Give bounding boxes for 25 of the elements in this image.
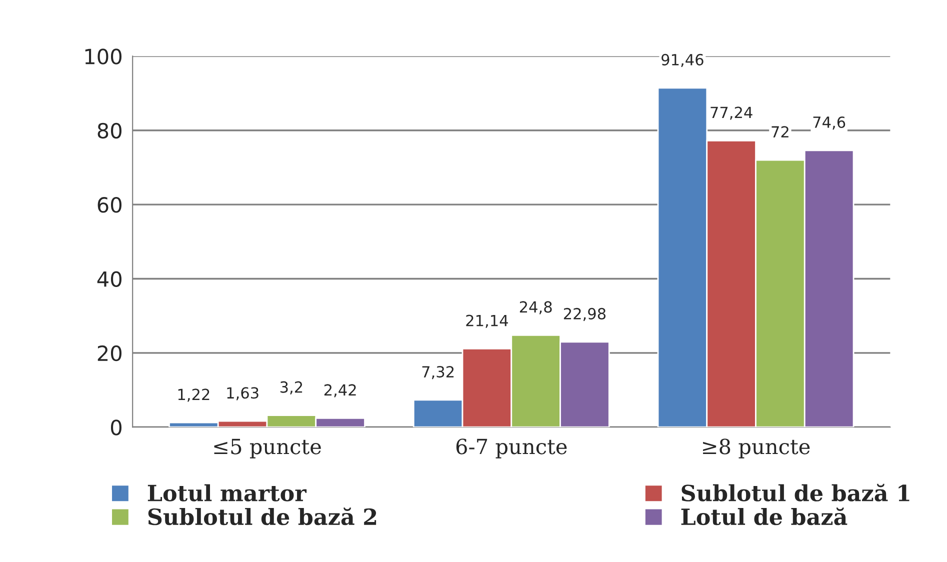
data-label: 3,2 — [280, 381, 302, 394]
legend-label: Lotul martor — [148, 484, 307, 502]
y-tick-label: 80 — [98, 122, 122, 139]
y-tick-label: 20 — [98, 345, 122, 362]
data-label: 7,32 — [422, 366, 454, 380]
data-label: 77,24 — [710, 106, 752, 120]
data-label: 2,42 — [324, 384, 356, 398]
y-tick-label: 0 — [110, 420, 122, 436]
y-tick-label: 40 — [97, 271, 122, 287]
data-label: 91,46 — [662, 54, 704, 68]
y-tick-label: 100 — [85, 48, 122, 64]
data-label: 72 — [772, 126, 788, 138]
x-tick-label: ≤5 puncte — [214, 438, 321, 458]
data-label: 21,14 — [466, 314, 508, 328]
data-label: 22,98 — [564, 308, 606, 322]
x-tick-label: ≥8 puncte — [703, 438, 810, 458]
legend-label: Sublotul de bază 1 — [682, 484, 910, 502]
x-tick-label: 6-7 puncte — [456, 438, 567, 458]
data-label: 1,22 — [178, 388, 210, 402]
legend-label: Sublotul de bază 2 — [148, 508, 376, 526]
legend-label: Lotul de bază — [681, 508, 848, 526]
data-label: 74,6 — [813, 116, 846, 130]
data-label: 1,63 — [227, 387, 258, 400]
y-tick-label: 60 — [98, 197, 122, 213]
data-label: 24,8 — [520, 301, 552, 314]
